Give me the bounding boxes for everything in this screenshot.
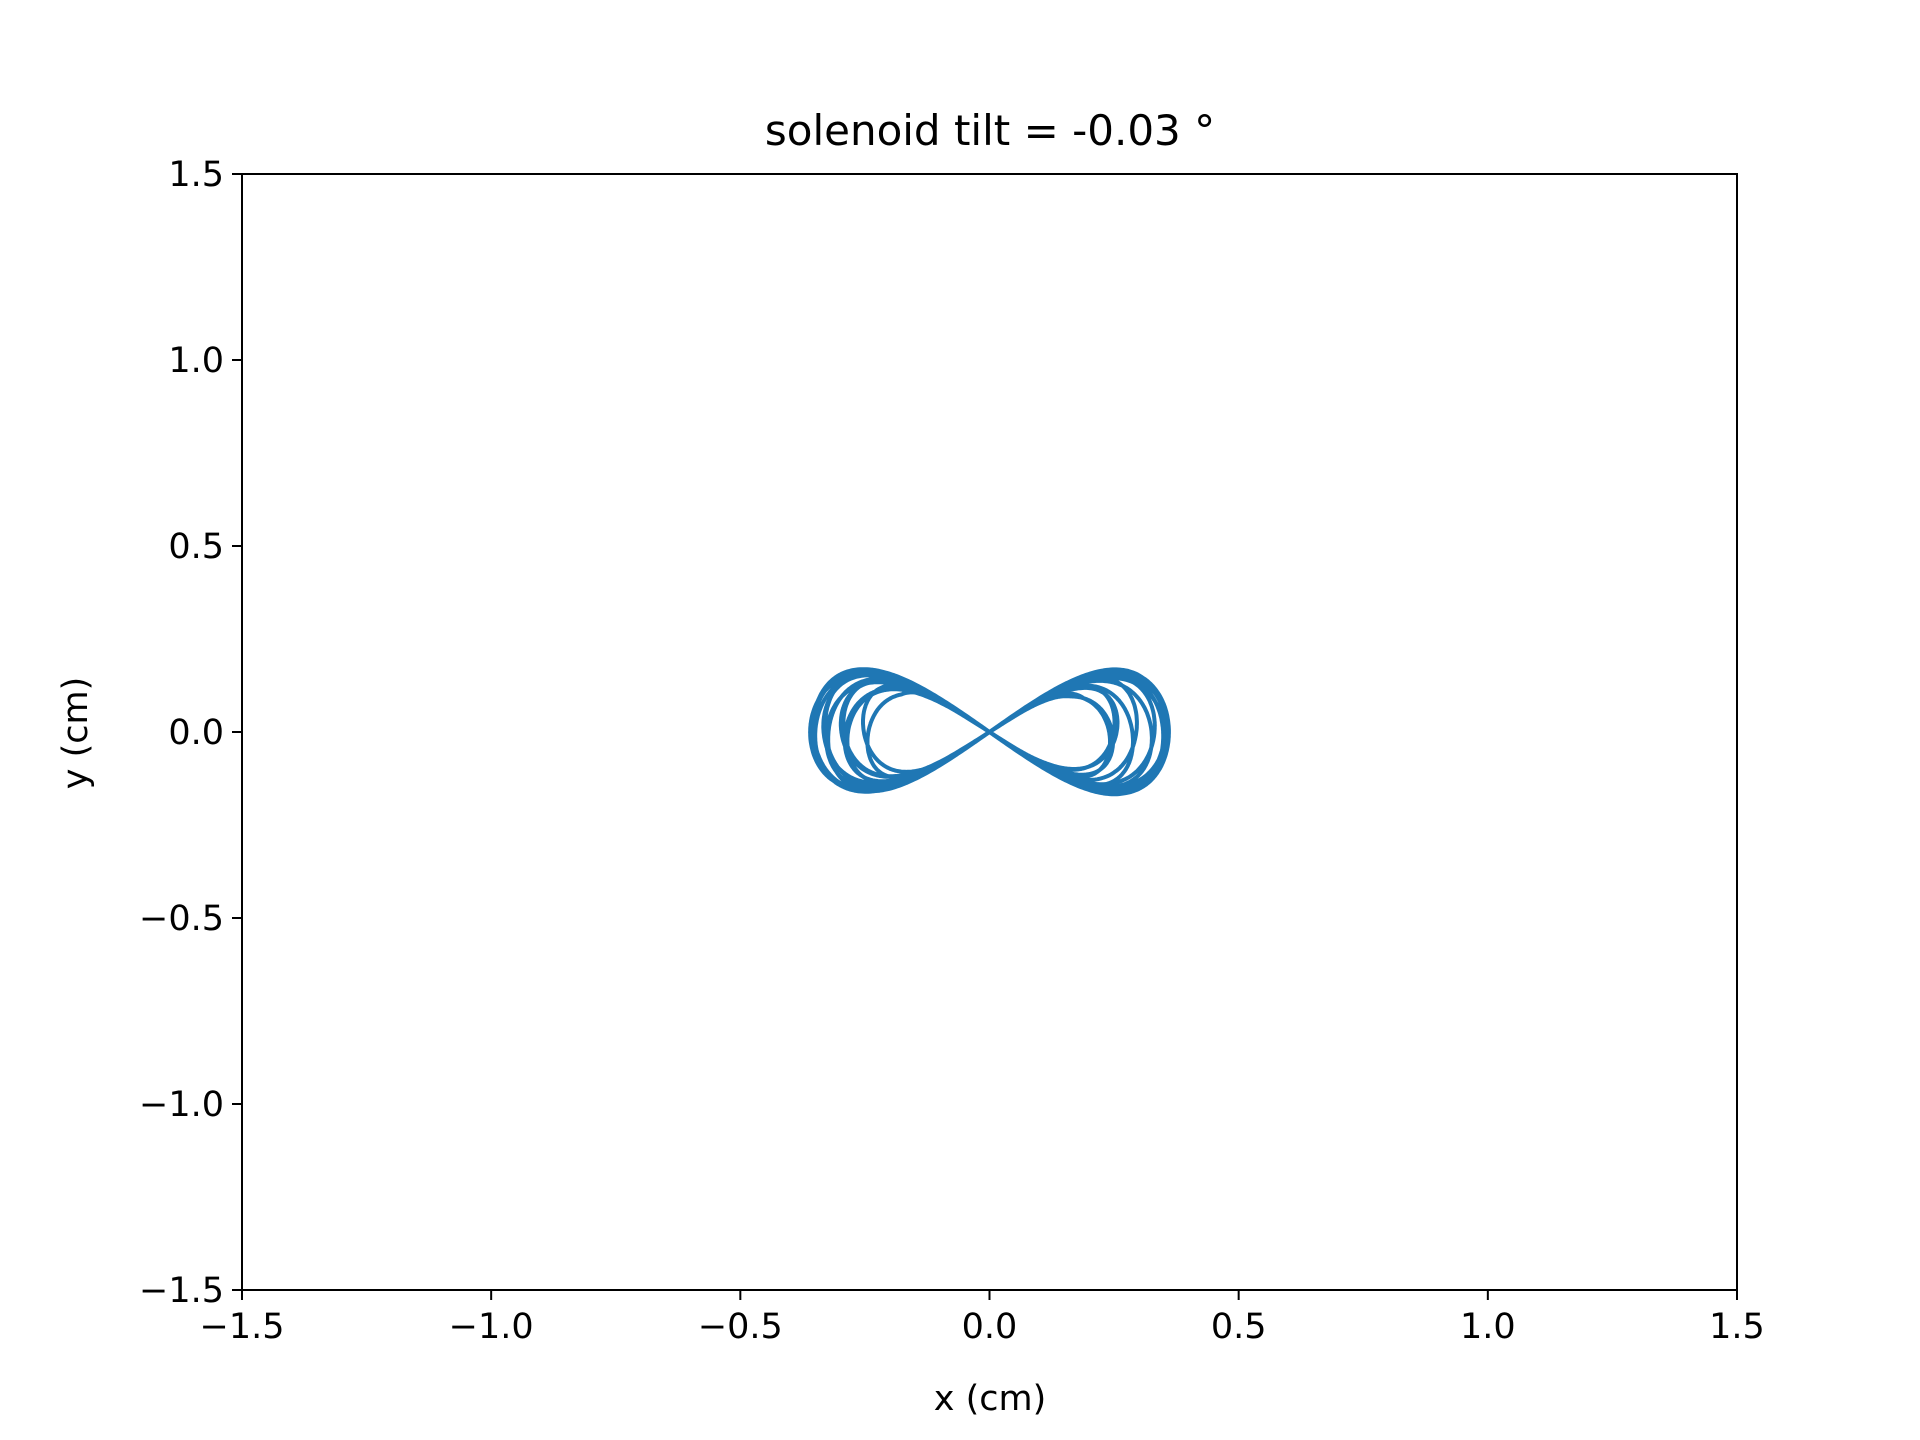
chart-title: solenoid tilt = -0.03 ° bbox=[765, 106, 1215, 155]
x-axis-label: x (cm) bbox=[934, 1379, 1047, 1419]
trajectory-line bbox=[808, 667, 1171, 797]
x-tick-label: −0.5 bbox=[698, 1307, 783, 1347]
y-tick-label: 0.0 bbox=[168, 713, 224, 753]
y-tick-label: 1.5 bbox=[168, 155, 224, 195]
x-tick-label: −1.0 bbox=[449, 1307, 534, 1347]
y-tick-label: −0.5 bbox=[139, 899, 224, 939]
x-tick-label: 0.5 bbox=[1211, 1307, 1267, 1347]
y-axis-label: y (cm) bbox=[56, 677, 96, 790]
series-layer bbox=[808, 667, 1171, 797]
y-tick-label: −1.5 bbox=[139, 1271, 224, 1311]
x-tick-label: −1.5 bbox=[200, 1307, 285, 1347]
y-tick-label: 0.5 bbox=[168, 527, 224, 567]
y-axis-ticks: −1.5 −1.0 −0.5 0.0 0.5 1.0 1.5 bbox=[139, 155, 242, 1311]
y-tick-label: 1.0 bbox=[168, 341, 224, 381]
x-tick-label: 1.0 bbox=[1460, 1307, 1516, 1347]
x-tick-label: 1.5 bbox=[1709, 1307, 1765, 1347]
x-tick-label: 0.0 bbox=[962, 1307, 1018, 1347]
y-tick-label: −1.0 bbox=[139, 1085, 224, 1125]
x-axis-ticks: −1.5 −1.0 −0.5 0.0 0.5 1.0 1.5 bbox=[200, 1290, 1765, 1347]
